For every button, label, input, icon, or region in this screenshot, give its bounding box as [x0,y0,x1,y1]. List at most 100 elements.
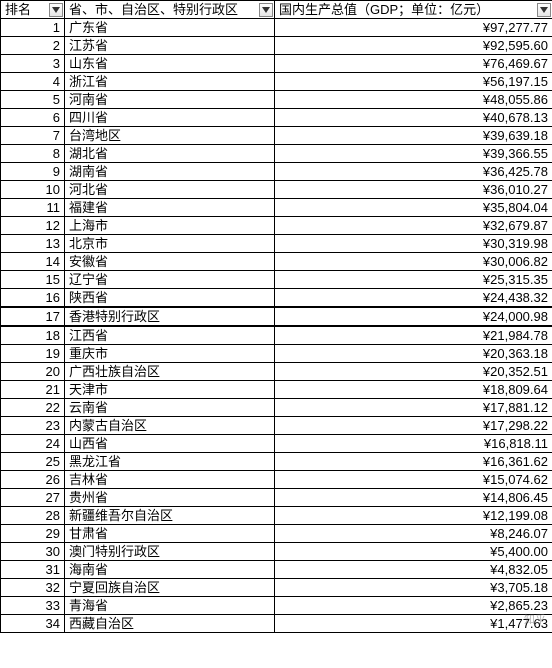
table-row: 7台湾地区¥39,639.18 [1,127,552,145]
col-header-rank[interactable]: 排名 [1,1,65,19]
table-row: 32宁夏回族自治区¥3,705.18 [1,579,552,597]
cell-gdp: ¥36,425.78 [275,163,552,181]
cell-rank: 13 [1,235,65,253]
cell-rank: 17 [1,307,65,326]
cell-rank: 26 [1,471,65,489]
filter-dropdown-icon[interactable] [259,3,273,17]
cell-rank: 4 [1,73,65,91]
cell-name: 四川省 [65,109,275,127]
cell-rank: 30 [1,543,65,561]
cell-rank: 24 [1,435,65,453]
cell-rank: 27 [1,489,65,507]
cell-rank: 2 [1,37,65,55]
table-row: 1广东省¥97,277.77 [1,19,552,37]
cell-gdp: ¥15,074.62 [275,471,552,489]
cell-gdp: ¥30,006.82 [275,253,552,271]
cell-name: 北京市 [65,235,275,253]
cell-rank: 22 [1,399,65,417]
table-row: 23内蒙古自治区¥17,298.22 [1,417,552,435]
table-row: 19重庆市¥20,363.18 [1,345,552,363]
cell-rank: 10 [1,181,65,199]
cell-name: 内蒙古自治区 [65,417,275,435]
table-row: 3山东省¥76,469.67 [1,55,552,73]
cell-rank: 6 [1,109,65,127]
cell-gdp: ¥3,705.18 [275,579,552,597]
cell-rank: 25 [1,453,65,471]
cell-name: 河南省 [65,91,275,109]
cell-rank: 19 [1,345,65,363]
filter-dropdown-icon[interactable] [537,3,551,17]
cell-name: 山东省 [65,55,275,73]
cell-rank: 29 [1,525,65,543]
cell-gdp: ¥16,818.11 [275,435,552,453]
cell-name: 宁夏回族自治区 [65,579,275,597]
cell-gdp: ¥5,400.00 [275,543,552,561]
cell-gdp: ¥92,595.60 [275,37,552,55]
cell-gdp: ¥21,984.78 [275,326,552,345]
table-row: 21天津市¥18,809.64 [1,381,552,399]
table-row: 9湖南省¥36,425.78 [1,163,552,181]
table-row: 25黑龙江省¥16,361.62 [1,453,552,471]
table-header-row: 排名 省、市、自治区、特别行政区 国内生产总值（GDP；单位：亿元） [1,1,552,19]
table-row: 16陕西省¥24,438.32 [1,289,552,308]
table-row: 26吉林省¥15,074.62 [1,471,552,489]
cell-name: 甘肃省 [65,525,275,543]
cell-gdp: ¥4,832.05 [275,561,552,579]
cell-rank: 33 [1,597,65,615]
cell-name: 广东省 [65,19,275,37]
table-row: 6四川省¥40,678.13 [1,109,552,127]
col-header-name-label: 省、市、自治区、特别行政区 [69,2,238,17]
table-row: 22云南省¥17,881.12 [1,399,552,417]
table-row: 30澳门特别行政区¥5,400.00 [1,543,552,561]
cell-rank: 15 [1,271,65,289]
filter-dropdown-icon[interactable] [49,3,63,17]
col-header-name[interactable]: 省、市、自治区、特别行政区 [65,1,275,19]
cell-gdp: ¥30,319.98 [275,235,552,253]
table-row: 5河南省¥48,055.86 [1,91,552,109]
table-row: 10河北省¥36,010.27 [1,181,552,199]
col-header-gdp[interactable]: 国内生产总值（GDP；单位：亿元） [275,1,552,19]
cell-gdp: ¥18,809.64 [275,381,552,399]
cell-gdp: ¥14,806.45 [275,489,552,507]
cell-name: 江西省 [65,326,275,345]
cell-gdp: ¥8,246.07 [275,525,552,543]
cell-name: 青海省 [65,597,275,615]
cell-name: 江苏省 [65,37,275,55]
cell-name: 陕西省 [65,289,275,308]
cell-rank: 12 [1,217,65,235]
cell-rank: 11 [1,199,65,217]
cell-name: 湖北省 [65,145,275,163]
cell-rank: 28 [1,507,65,525]
table-row: 11福建省¥35,804.04 [1,199,552,217]
cell-name: 海南省 [65,561,275,579]
cell-rank: 5 [1,91,65,109]
cell-gdp: ¥48,055.86 [275,91,552,109]
cell-rank: 14 [1,253,65,271]
cell-gdp: ¥17,298.22 [275,417,552,435]
cell-gdp: ¥35,804.04 [275,199,552,217]
cell-gdp: ¥25,315.35 [275,271,552,289]
table-row: 4浙江省¥56,197.15 [1,73,552,91]
cell-name: 河北省 [65,181,275,199]
cell-rank: 9 [1,163,65,181]
table-row: 12上海市¥32,679.87 [1,217,552,235]
cell-gdp: ¥56,197.15 [275,73,552,91]
cell-name: 浙江省 [65,73,275,91]
table-row: 8湖北省¥39,366.55 [1,145,552,163]
cell-rank: 23 [1,417,65,435]
table-row: 24山西省¥16,818.11 [1,435,552,453]
cell-rank: 32 [1,579,65,597]
table-row: 33青海省¥2,865.23 [1,597,552,615]
cell-name: 香港特别行政区 [65,307,275,326]
table-row: 14安徽省¥30,006.82 [1,253,552,271]
cell-name: 湖南省 [65,163,275,181]
cell-gdp: ¥17,881.12 [275,399,552,417]
cell-name: 广西壮族自治区 [65,363,275,381]
table-row: 18江西省¥21,984.78 [1,326,552,345]
cell-name: 辽宁省 [65,271,275,289]
cell-name: 天津市 [65,381,275,399]
cell-rank: 20 [1,363,65,381]
cell-name: 西藏自治区 [65,615,275,633]
cell-gdp: ¥40,678.13 [275,109,552,127]
cell-rank: 7 [1,127,65,145]
